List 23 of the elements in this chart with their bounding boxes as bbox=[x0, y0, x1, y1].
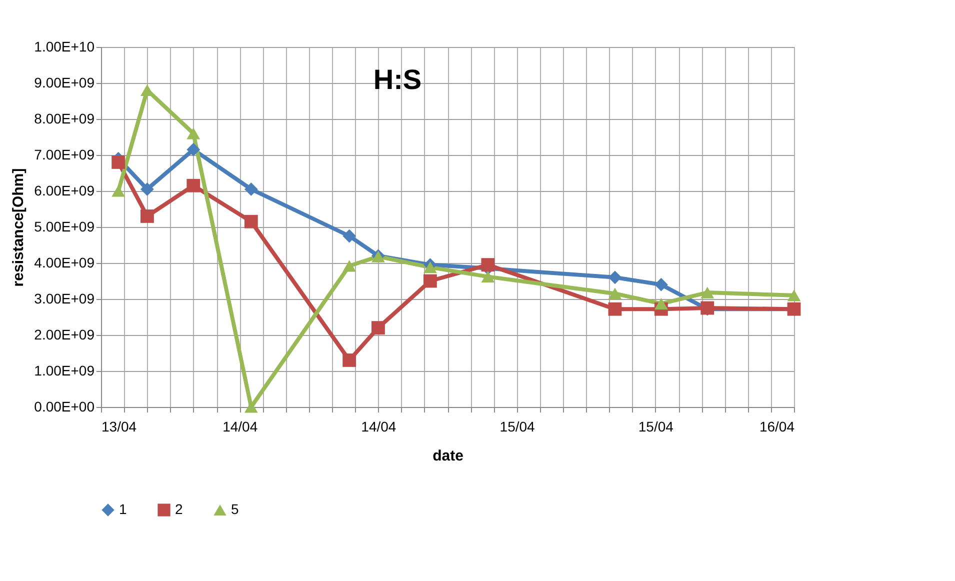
x-tick-label: 14/04 bbox=[222, 418, 258, 434]
y-tick-label: 4.00E+09 bbox=[34, 254, 95, 270]
y-tick-label: 1.00E+09 bbox=[34, 362, 95, 378]
x-tick-label: 14/04 bbox=[361, 418, 396, 434]
x-tick-label: 13/04 bbox=[102, 418, 137, 434]
x-tick-label: 16/04 bbox=[759, 418, 795, 434]
y-tick-label: 7.00E+09 bbox=[34, 146, 95, 162]
y-tick-label: 2.00E+09 bbox=[34, 326, 95, 342]
y-tick-label: 5.00E+09 bbox=[34, 218, 95, 234]
y-tick-label: 3.00E+09 bbox=[34, 290, 95, 306]
y-tick-label: 0.00E+00 bbox=[34, 398, 95, 414]
x-axis-title: date bbox=[432, 448, 464, 464]
text: H:S bbox=[373, 64, 422, 95]
y-tick-label: 8.00E+09 bbox=[34, 110, 95, 126]
y-axis-title: resistance[Ohm] bbox=[10, 168, 28, 287]
y-tick-label: 6.00E+09 bbox=[34, 182, 95, 198]
legend-label: 1 bbox=[119, 501, 127, 517]
legend-label: 5 bbox=[231, 501, 239, 517]
y-tick-label: 1.00E+10 bbox=[34, 38, 95, 54]
legend-label: 2 bbox=[175, 501, 183, 517]
x-tick-label: 15/04 bbox=[638, 418, 674, 434]
x-tick-label: 15/04 bbox=[500, 418, 536, 434]
y-tick-label: 9.00E+09 bbox=[34, 74, 95, 90]
